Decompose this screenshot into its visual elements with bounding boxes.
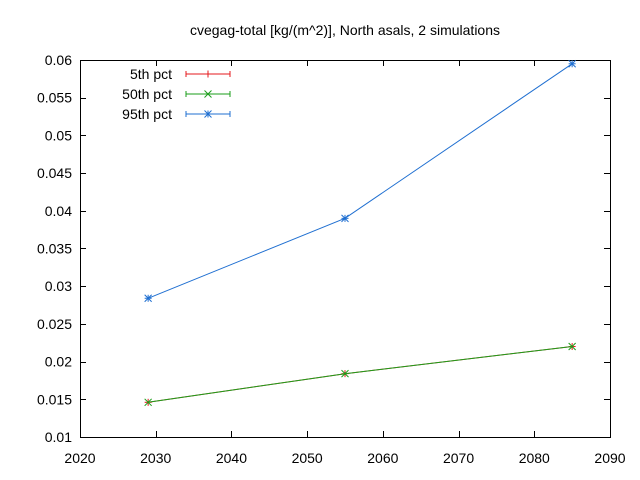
y-axis: 0.01 0.015 0.02 0.025 0.03 0.035 0.04 0.045 0.05… xyxy=(37,52,610,445)
series-3-point xyxy=(144,294,152,303)
series-2-point xyxy=(341,369,349,378)
y-tick-label: 0.035 xyxy=(37,241,72,257)
marker-stroke xyxy=(341,369,349,378)
marker-stroke xyxy=(144,294,152,303)
legend: 5th pct 50th pct 95th pct xyxy=(122,66,231,122)
y-tick-label: 0.04 xyxy=(45,203,72,219)
y-tick-label: 0.045 xyxy=(37,165,72,181)
series-2-point xyxy=(568,342,576,351)
legend-label: 50th pct xyxy=(122,86,172,102)
marker-stroke xyxy=(568,59,576,68)
series-3-point xyxy=(341,214,349,223)
y-tick-label: 0.06 xyxy=(45,52,72,68)
x-tick-label: 2060 xyxy=(367,450,398,466)
series-2-point xyxy=(144,398,152,407)
legend-label: 95th pct xyxy=(122,106,172,122)
legend-label: 5th pct xyxy=(130,66,172,82)
marker-stroke xyxy=(341,214,349,223)
marker-stroke xyxy=(204,90,212,98)
series-layer xyxy=(144,59,576,407)
x-tick-label: 2030 xyxy=(140,450,171,466)
legend-marker xyxy=(204,110,212,118)
marker-stroke xyxy=(204,110,212,118)
x-tick-label: 2070 xyxy=(443,450,474,466)
marker-stroke xyxy=(568,342,576,351)
marker-stroke xyxy=(144,398,152,407)
x-tick-label: 2040 xyxy=(216,450,247,466)
y-tick-label: 0.05 xyxy=(45,127,72,143)
series-line-1 xyxy=(148,346,573,403)
y-tick-label: 0.02 xyxy=(45,354,72,370)
series-line-3 xyxy=(147,63,573,299)
x-tick-label: 2080 xyxy=(519,450,550,466)
x-tick-label: 2050 xyxy=(292,450,323,466)
y-tick-label: 0.03 xyxy=(45,278,72,294)
x-tick-label: 2020 xyxy=(64,450,95,466)
chart-title: cvegag-total [kg/(m^2)], North asals, 2 … xyxy=(190,22,500,38)
legend-marker xyxy=(204,70,212,78)
x-axis: 2020 2030 2040 2050 2060 2070 2080 2090 xyxy=(64,60,626,466)
legend-marker xyxy=(204,90,212,98)
series-line-2 xyxy=(148,346,573,403)
series-3-point xyxy=(568,59,576,68)
y-tick-label: 0.01 xyxy=(45,429,72,445)
y-tick-label: 0.015 xyxy=(37,391,72,407)
y-tick-label: 0.055 xyxy=(37,90,72,106)
y-tick-label: 0.025 xyxy=(37,316,72,332)
x-tick-label: 2090 xyxy=(594,450,625,466)
